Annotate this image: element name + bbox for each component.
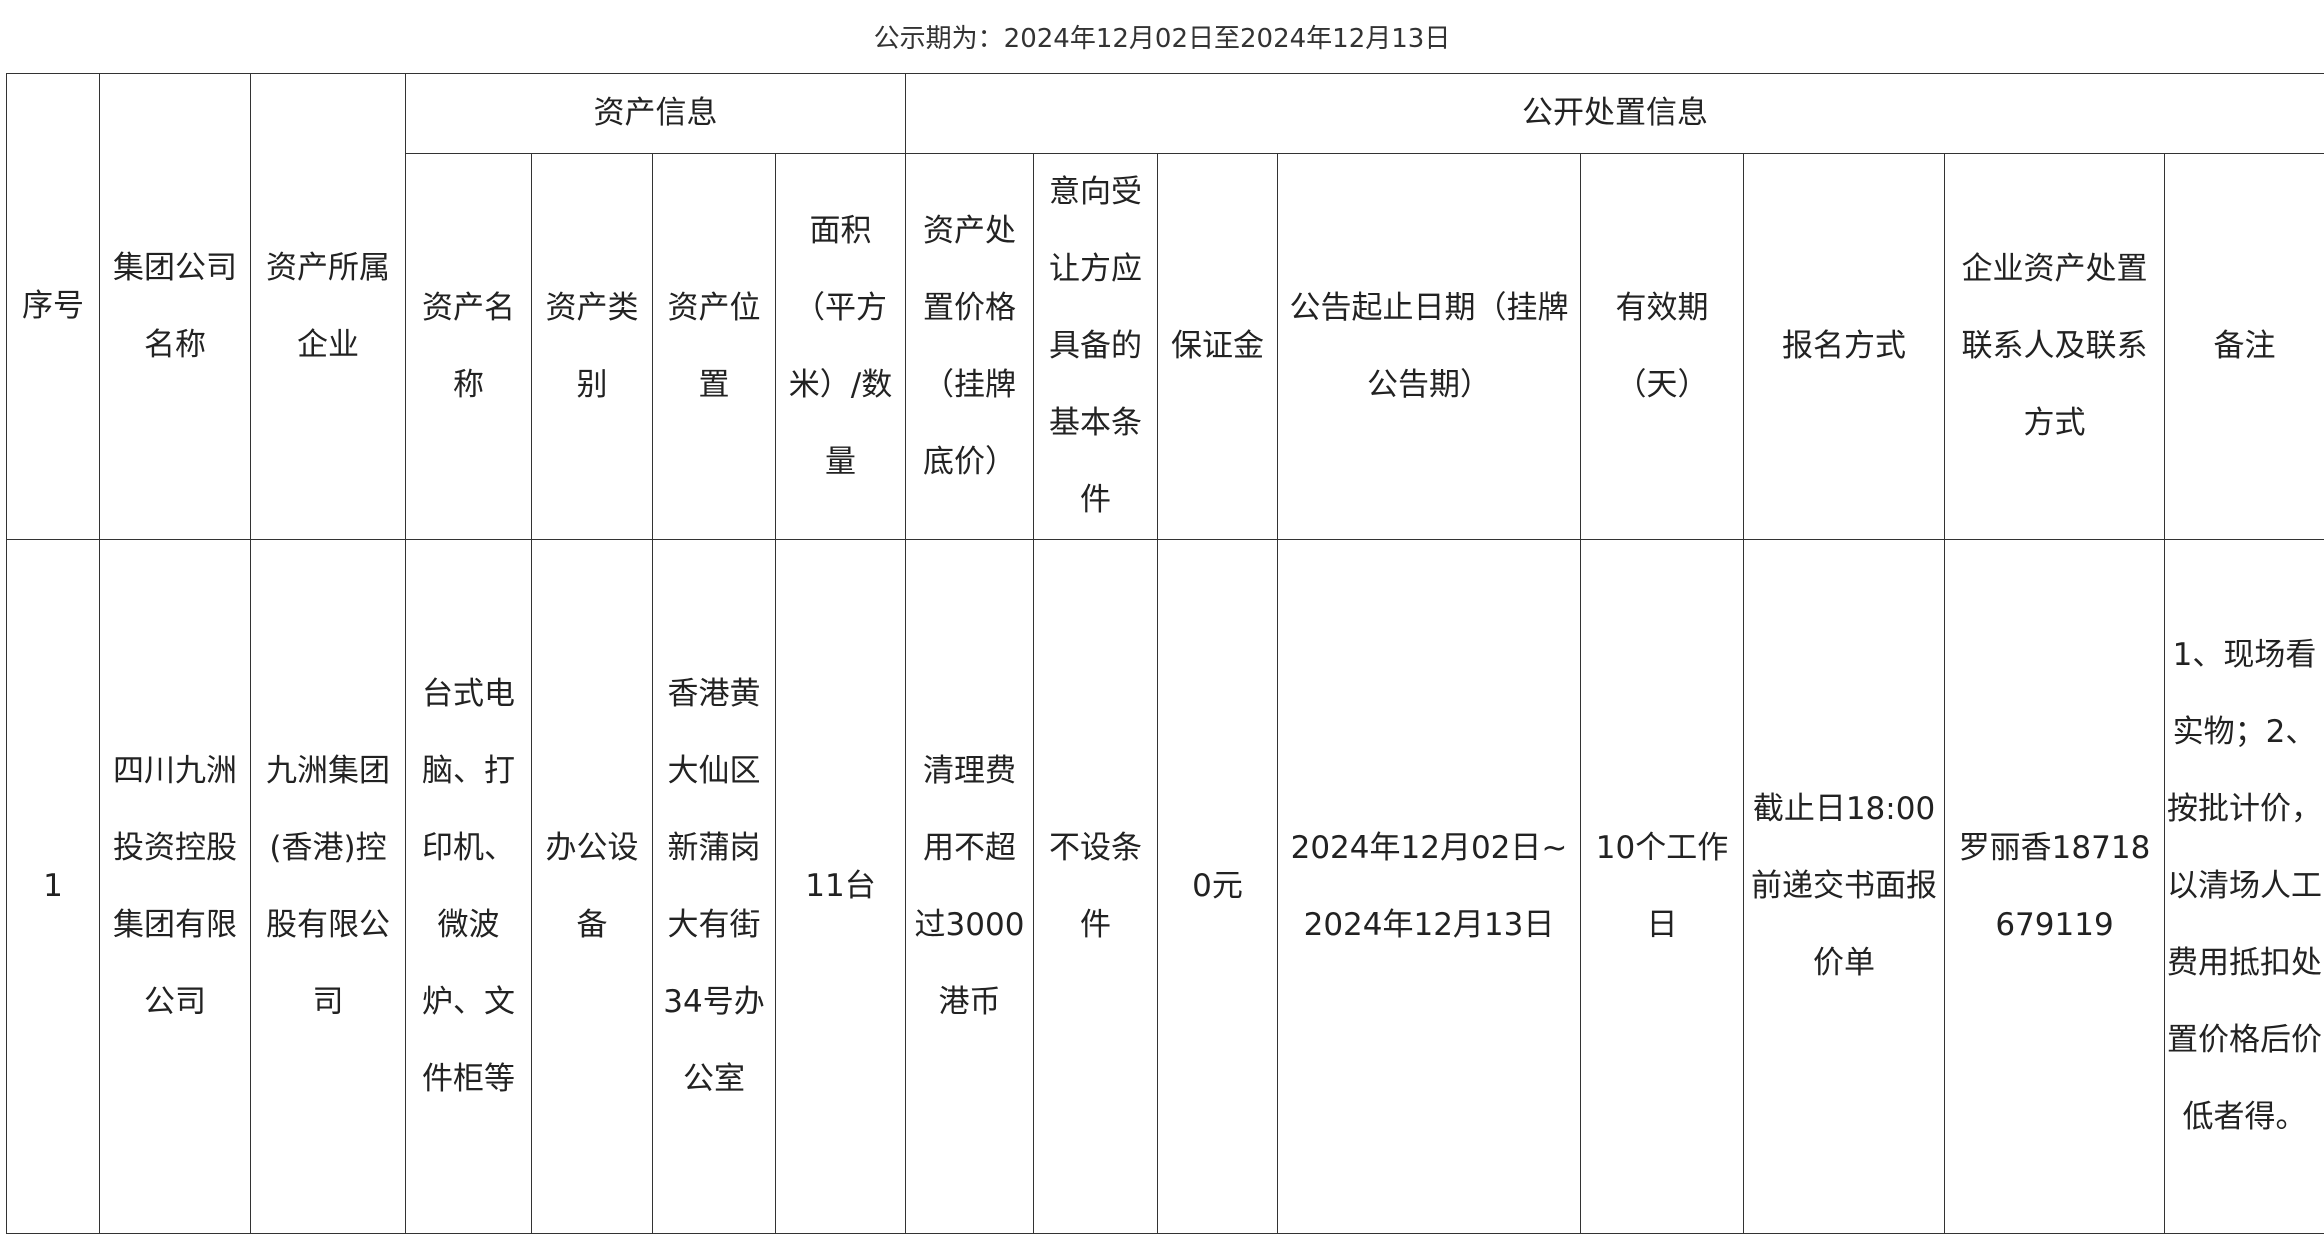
cell-contact: 罗丽香18718679119 [1944, 539, 2165, 1234]
header-remarks: 备注 [2164, 153, 2324, 540]
cell-remarks: 1、现场看实物；2、按批计价，以清场人工费用抵扣处置价格后价低者得。 [2164, 539, 2324, 1234]
cell-group-company: 四川九洲投资控股集团有限公司 [99, 539, 251, 1234]
cell-buyer-conditions: 不设条件 [1033, 539, 1158, 1234]
cell-listing-price: 清理费用不超过3000港币 [905, 539, 1034, 1234]
header-notice-dates: 公告起止日期（挂牌公告期） [1277, 153, 1581, 540]
header-seq: 序号 [6, 73, 100, 540]
header-contact: 企业资产处置联系人及联系方式 [1944, 153, 2165, 540]
header-area-quantity: 面积（平方米）/数量 [775, 153, 906, 540]
cell-owner-company: 九洲集团(香港)控股有限公司 [250, 539, 406, 1234]
cell-area-quantity: 11台 [775, 539, 906, 1234]
header-group-company: 集团公司名称 [99, 73, 251, 540]
cell-notice-dates: 2024年12月02日~2024年12月13日 [1277, 539, 1581, 1234]
header-asset-info: 资产信息 [405, 73, 906, 154]
header-buyer-conditions: 意向受让方应具备的基本条件 [1033, 153, 1158, 540]
cell-registration: 截止日18:00前递交书面报价单 [1743, 539, 1945, 1234]
header-asset-name: 资产名称 [405, 153, 532, 540]
header-listing-price: 资产处置价格（挂牌底价） [905, 153, 1034, 540]
cell-asset-location: 香港黄大仙区新蒲岗大有街34号办公室 [652, 539, 776, 1234]
cell-validity: 10个工作日 [1580, 539, 1744, 1234]
notice-period: 公示期为：2024年12月02日至2024年12月13日 [873, 24, 1451, 54]
asset-disposal-table: 序号 集团公司名称 资产所属企业 资产信息 公开处置信息 资产名称 资产类别 资… [6, 73, 2324, 1234]
header-asset-type: 资产类别 [531, 153, 653, 540]
header-validity: 有效期（天） [1580, 153, 1744, 540]
table-row: 1 四川九洲投资控股集团有限公司 九洲集团(香港)控股有限公司 台式电脑、打印机… [6, 539, 2324, 1234]
cell-asset-type: 办公设备 [531, 539, 653, 1234]
cell-seq: 1 [6, 539, 100, 1234]
header-owner-company: 资产所属企业 [250, 73, 406, 540]
header-disposal-info: 公开处置信息 [905, 73, 2324, 154]
cell-asset-name: 台式电脑、打印机、微波炉、文件柜等 [405, 539, 532, 1234]
cell-deposit: 0元 [1157, 539, 1278, 1234]
header-asset-location: 资产位置 [652, 153, 776, 540]
header-registration: 报名方式 [1743, 153, 1945, 540]
header-deposit: 保证金 [1157, 153, 1278, 540]
